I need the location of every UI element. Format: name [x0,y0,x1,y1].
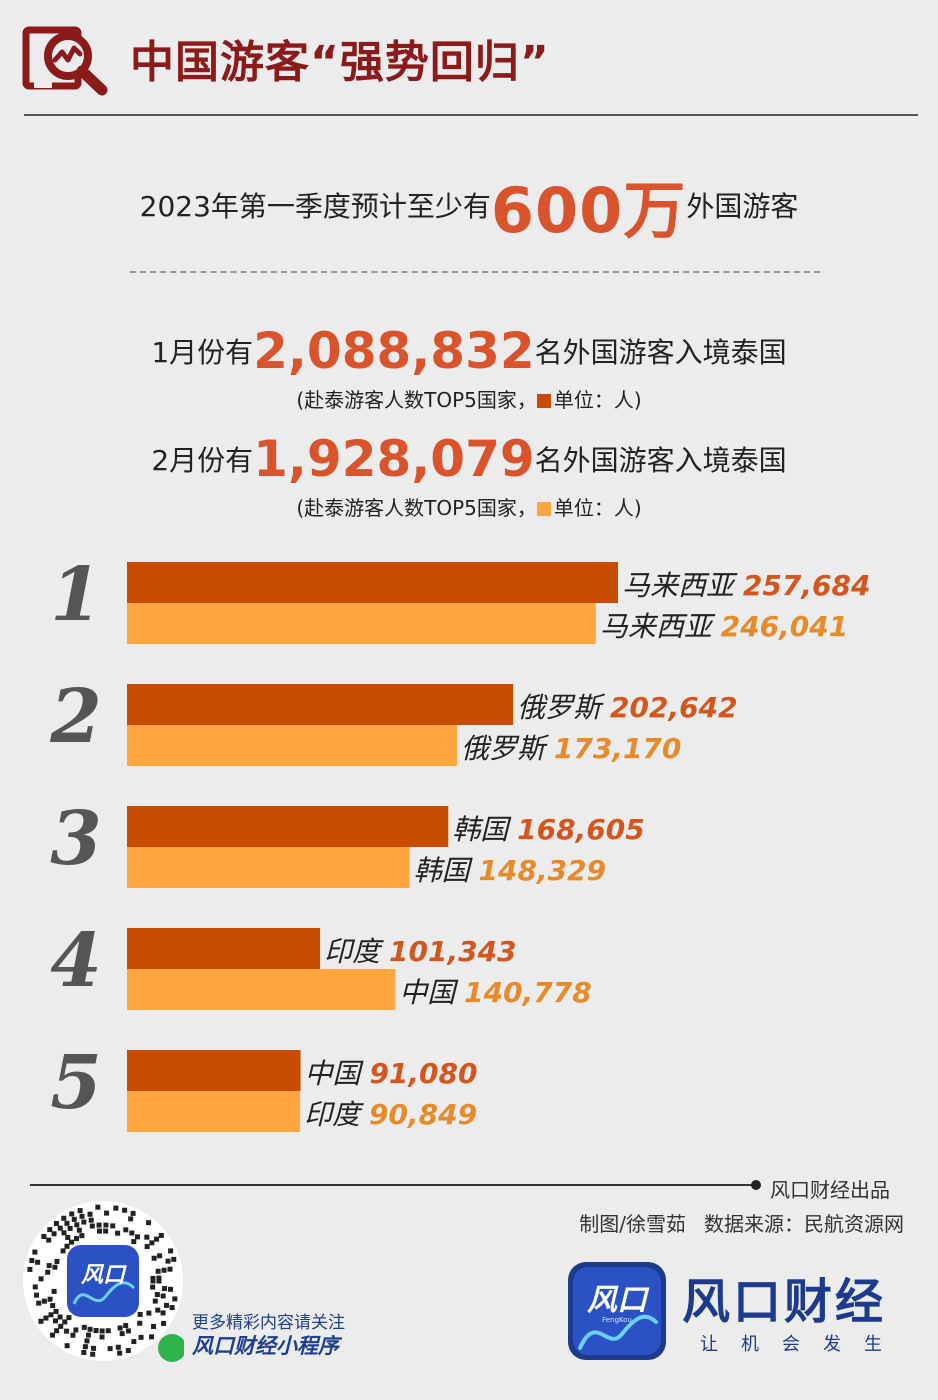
month-2-highlight: 1,928,079 [253,430,535,488]
brand-logo-sub: FengKou [602,1316,632,1324]
month-2-suffix: 名外国游客入境泰国 [534,444,787,477]
summary-highlight: 600万 [490,174,687,247]
bar-label: 马来西亚 257,684 [622,569,870,602]
bar-label: 中国 140,778 [399,976,591,1009]
month-1-suffix: 名外国游客入境泰国 [534,336,787,369]
country-name: 韩国 [414,854,479,887]
follow-text: 更多精彩内容请关注 [192,1313,345,1333]
bar [127,928,321,969]
brand-slogan: 让机会发生 [700,1334,905,1355]
bar-label: 韩国 168,605 [452,813,644,846]
bar [127,969,396,1010]
month-1-highlight: 2,088,832 [253,322,535,380]
country-name: 韩国 [452,813,517,846]
country-name: 俄罗斯 [461,732,554,765]
bar-label: 俄罗斯 173,170 [461,732,681,765]
magnifier-trend-icon [22,26,108,96]
bar-label: 印度 101,343 [324,935,516,968]
country-name: 中国 [305,1057,370,1090]
data-label: 168,605 [517,813,645,846]
rank-number: 3 [50,796,102,882]
data-label: 246,041 [721,610,849,643]
data-label: 173,170 [554,732,682,765]
credit-author: 制图/徐雪茹 [579,1212,686,1236]
summary-prefix: 2023年第一季度预计至少有 [139,190,491,223]
month-2-note: (赴泰游客人数TOP5国家， 单位：人) [0,492,938,521]
producer-label: 风口财经出品 [770,1178,890,1202]
footer-divider-dot [751,1180,761,1190]
month-2-note-suffix: 单位：人) [553,496,642,520]
bar [127,1091,301,1132]
bar [127,562,618,603]
bar-label: 俄罗斯 202,642 [517,691,737,724]
brand-logo-text: 风口 [587,1283,650,1318]
rank-number: 2 [49,674,102,760]
bar [127,847,410,888]
brand-name: 风口财经 [682,1274,887,1330]
month-2-note-prefix: (赴泰游客人数TOP5国家， [296,496,537,520]
data-label: 257,684 [743,569,871,602]
bar [127,684,514,725]
bar-label: 韩国 148,329 [414,854,606,887]
bar [127,603,596,644]
country-name: 中国 [399,976,464,1009]
month-1-prefix: 1月份有 [151,336,254,369]
data-label: 90,849 [369,1098,477,1131]
country-name: 马来西亚 [622,569,743,602]
footer-divider [30,1184,755,1186]
credits: 制图/徐雪茹 数据来源：民航资源网 [579,1208,904,1237]
brand-logo-icon: 风口 FengKou [568,1262,666,1360]
month-2-line: 2月份有1,928,079名外国游客入境泰国 [0,430,938,488]
data-label: 91,080 [369,1057,477,1090]
bar [127,725,457,766]
summary-suffix: 外国游客 [686,190,799,223]
country-name: 印度 [304,1098,369,1131]
data-label: 202,642 [610,691,738,724]
country-name: 俄罗斯 [517,691,610,724]
data-label: 140,778 [464,976,592,1009]
data-label: 148,329 [479,854,607,887]
data-label: 101,343 [389,935,517,968]
month-1-note-prefix: (赴泰游客人数TOP5国家， [296,388,537,412]
bar-label: 马来西亚 246,041 [600,610,848,643]
qr-code-icon: 风口 [23,1201,184,1362]
month-2-prefix: 2月份有 [151,444,254,477]
summary-line: 2023年第一季度预计至少有600万外国游客 [0,160,938,250]
bar [127,806,449,847]
country-name: 马来西亚 [600,610,721,643]
legend-swatch-jan [536,394,551,408]
legend-swatch-feb [536,502,551,516]
dashed-divider [130,271,820,273]
svg-text:风口: 风口 [81,1263,127,1288]
rank-number: 5 [50,1040,102,1126]
credit-source: 数据来源：民航资源网 [704,1212,904,1236]
month-1-note: (赴泰游客人数TOP5国家， 单位：人) [0,384,938,413]
rank-number: 4 [50,918,102,1004]
bar [127,1050,301,1091]
bar-label: 印度 90,849 [304,1098,477,1131]
mini-program-name: 风口财经小程序 [192,1334,339,1358]
bar-label: 中国 91,080 [305,1057,478,1090]
month-1-note-suffix: 单位：人) [553,388,642,412]
header-divider [24,114,918,116]
month-1-line: 1月份有2,088,832名外国游客入境泰国 [0,322,938,380]
page-title: 中国游客“强势回归” [130,37,550,88]
country-name: 印度 [324,935,389,968]
rank-number: 1 [50,552,102,638]
